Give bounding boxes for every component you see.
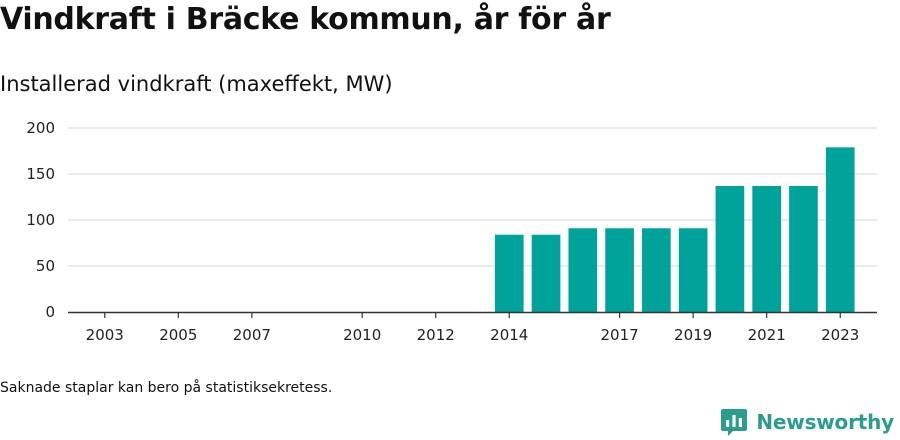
y-tick-label: 200: [26, 119, 55, 137]
bars: [494, 147, 855, 312]
x-tick-label: 2005: [159, 326, 197, 344]
brand-name: Newsworthy: [756, 410, 894, 434]
bar-2019[interactable]: [678, 228, 708, 312]
x-tick-label: 2019: [674, 326, 712, 344]
bar-2018[interactable]: [642, 228, 671, 312]
y-tick-label: 50: [36, 257, 55, 275]
bar-2017[interactable]: [605, 228, 634, 312]
x-tick-label: 2007: [233, 326, 271, 344]
bar-2021[interactable]: [752, 185, 782, 312]
x-tick-label: 2017: [600, 326, 638, 344]
brand-logo[interactable]: Newsworthy: [720, 404, 894, 440]
x-tick-label: 2012: [417, 326, 455, 344]
x-tick-label: 2023: [821, 326, 859, 344]
bar-2016[interactable]: [568, 228, 598, 312]
footnote: Saknade staplar kan bero på statistiksek…: [0, 380, 333, 396]
y-tick-labels: 0 50 100 150 200: [26, 119, 55, 321]
x-tick-label: 2014: [490, 326, 528, 344]
y-tick-label: 100: [26, 211, 55, 229]
x-tick-label: 2010: [343, 326, 381, 344]
x-tick-label: 2003: [86, 326, 124, 344]
y-tick-label: 0: [45, 303, 55, 321]
y-tick-label: 150: [26, 165, 55, 183]
bar-2020[interactable]: [715, 185, 745, 312]
bar-2023[interactable]: [825, 147, 855, 312]
newsworthy-logo-icon: [721, 409, 748, 436]
bar-chart: 0 50 100 150 200 2003 2005 2007 2010 2012 2014 201…: [26, 119, 877, 344]
x-tick-labels: 2003 2005 2007 2010 2012 2014 2017 2019 2021 2023: [86, 312, 859, 344]
bar-2014[interactable]: [494, 234, 524, 312]
x-tick-label: 2021: [748, 326, 786, 344]
bar-2015[interactable]: [531, 234, 561, 312]
chart-title: Vindkraft i Bräcke kommun, år för år: [0, 2, 611, 37]
bar-2022[interactable]: [789, 185, 818, 312]
chart-subtitle: Installerad vindkraft (maxeffekt, MW): [0, 72, 393, 96]
